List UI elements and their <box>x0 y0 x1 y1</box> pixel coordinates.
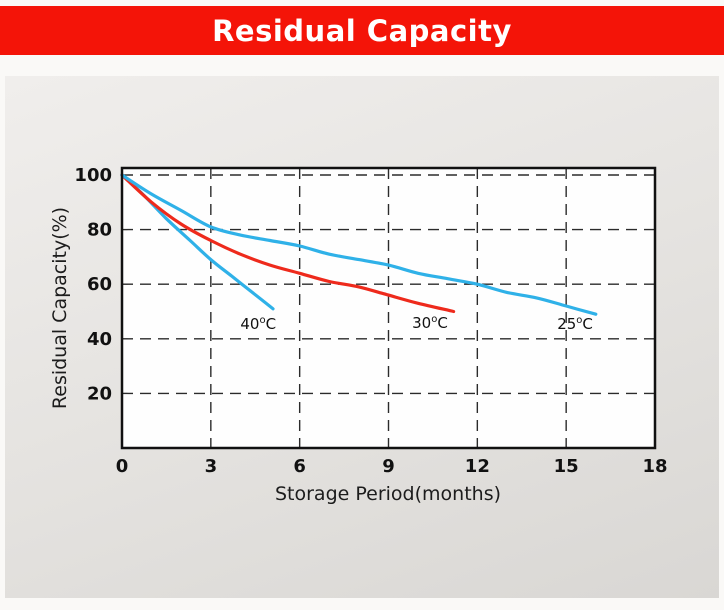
x-tick-label: 12 <box>465 456 490 477</box>
page-title: Residual Capacity <box>212 13 512 48</box>
y-tick-label: 80 <box>87 220 112 241</box>
y-tick-label: 40 <box>87 329 112 350</box>
series-curve-25C <box>120 173 598 316</box>
x-axis-label: Storage Period(months) <box>275 483 501 505</box>
x-tick-label: 18 <box>642 456 667 477</box>
series-label-30C: 30oC <box>412 314 448 332</box>
x-tick-label: 15 <box>554 456 579 477</box>
series-curve-30C <box>120 173 456 314</box>
x-tick-label: 3 <box>205 456 218 477</box>
chart-plot-area: 40oC 30oC 25oC 20 40 60 80 100 0 3 6 9 12 15 18 <box>74 165 667 477</box>
x-tick-label: 9 <box>382 456 395 477</box>
y-tick-label: 60 <box>87 274 112 295</box>
x-tick-label: 0 <box>116 456 129 477</box>
plot-border <box>120 166 657 450</box>
y-tick-label: 100 <box>74 165 112 186</box>
series-label-25C: 25oC <box>557 315 593 333</box>
title-banner: Residual Capacity <box>0 6 724 55</box>
y-tick-label: 20 <box>87 383 112 404</box>
series-label-40C: 40oC <box>240 315 276 333</box>
x-tick-label: 6 <box>293 456 306 477</box>
y-axis-label: Residual Capacity(%) <box>49 207 71 409</box>
